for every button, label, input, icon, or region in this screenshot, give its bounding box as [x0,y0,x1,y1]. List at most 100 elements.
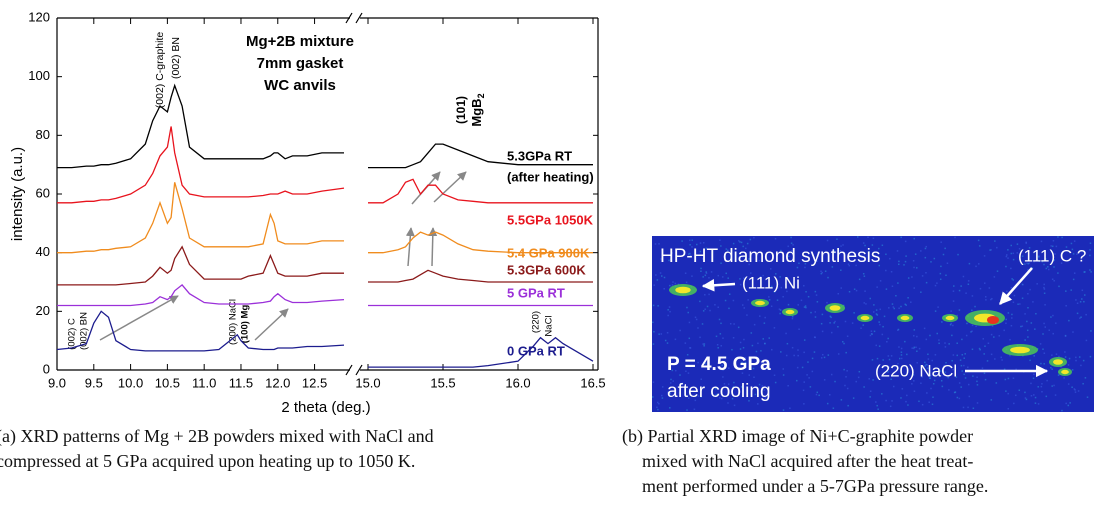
noise [733,323,735,325]
noise [990,353,993,356]
noise [900,305,902,308]
noise [1005,255,1008,258]
noise [786,342,789,345]
noise [1029,359,1031,362]
noise [706,305,709,308]
noise [826,301,828,304]
noise [913,335,915,337]
noise [684,272,687,274]
diffraction-spot [785,309,795,315]
diffraction-spot [1053,359,1063,365]
noise [653,284,655,286]
noise [1024,263,1026,265]
noise [1007,312,1010,314]
y-tick-label: 0 [43,361,50,376]
noise [904,303,906,306]
noise [963,373,965,376]
noise [666,331,669,334]
noise [1083,251,1085,253]
y-tick-label: 20 [36,303,50,318]
noise [990,298,992,301]
noise [749,238,752,241]
noise [833,322,835,324]
noise [1018,389,1021,392]
noise [1089,242,1092,245]
noise [887,371,889,373]
noise [755,350,758,353]
peak-label: (220) [531,311,542,333]
noise [1064,335,1067,337]
noise [1010,324,1013,327]
noise [814,290,817,293]
noise [687,311,689,314]
noise [1012,279,1015,281]
noise [876,357,879,360]
noise [995,382,998,384]
noise [905,304,907,306]
noise [1027,269,1029,271]
noise [740,241,743,244]
noise [1003,329,1005,332]
noise [911,276,913,278]
noise [967,406,969,409]
noise [862,242,865,244]
noise [893,307,895,310]
noise [691,275,693,277]
noise [663,287,665,290]
noise [1041,390,1043,393]
noise [941,385,944,388]
noise [1089,269,1091,271]
noise [738,240,740,242]
noise [994,240,996,242]
noise [702,310,705,312]
noise [1043,286,1045,289]
noise [746,242,749,245]
noise [1042,333,1044,335]
noise [700,270,702,273]
noise [875,401,877,403]
noise [1019,303,1021,305]
noise [1082,359,1085,362]
noise [671,252,674,254]
noise [1021,255,1024,257]
noise [827,276,829,279]
noise [881,333,884,336]
noise [981,367,984,369]
noise [900,351,903,353]
noise [724,299,727,302]
noise [722,369,724,371]
noise [1072,253,1075,255]
noise [920,382,922,385]
noise [916,361,918,364]
noise [686,409,688,411]
noise [681,240,683,242]
noise [758,383,761,386]
noise [1061,409,1063,412]
noise [752,367,755,370]
noise [960,386,962,388]
noise [868,250,870,253]
noise [1042,348,1044,350]
noise [954,236,956,239]
noise [652,321,654,324]
noise [836,238,838,240]
noise [858,278,861,281]
noise [745,247,747,250]
noise [1033,355,1035,357]
noise [741,304,744,306]
noise [785,354,788,357]
noise [670,378,672,381]
noise [870,330,873,332]
noise [879,323,881,326]
noise [990,249,992,251]
noise [809,386,812,388]
noise [721,397,723,400]
noise [872,379,874,381]
noise [857,376,860,379]
noise [814,336,816,339]
noise [1075,359,1077,362]
noise [1043,292,1046,295]
noise [1030,394,1033,397]
noise [1060,365,1062,368]
noise [763,322,766,324]
